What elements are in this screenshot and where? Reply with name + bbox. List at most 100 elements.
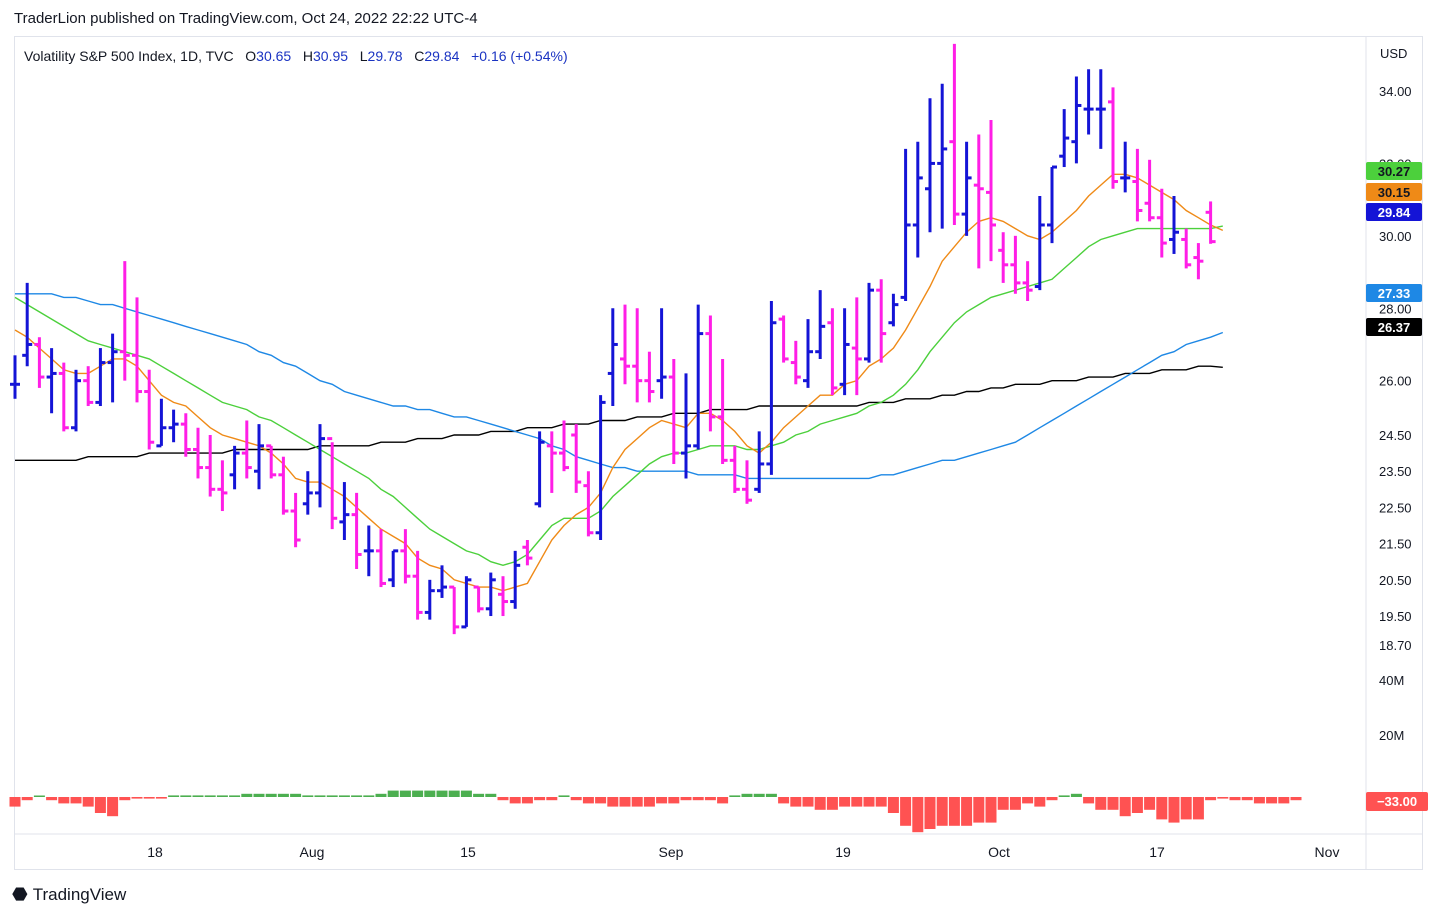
ohlc-bar — [71, 369, 81, 432]
histogram-bar — [46, 797, 58, 801]
ohlc-bar — [1022, 261, 1033, 302]
histogram-tag-label: −33.00 — [1377, 794, 1417, 809]
histogram-bar — [460, 790, 472, 797]
ohlc-bar — [607, 308, 618, 407]
histogram-bar — [887, 797, 899, 813]
histogram-bar — [839, 797, 851, 807]
histogram-bar — [948, 797, 960, 826]
histogram-bar — [82, 797, 94, 807]
histogram-bar — [753, 793, 765, 797]
ohlc-bar — [742, 460, 752, 504]
ohlc-bar — [205, 434, 216, 497]
histogram-bar — [851, 797, 863, 807]
histogram-bar — [448, 790, 460, 797]
histogram-bar — [1266, 797, 1278, 804]
histogram-bar — [1156, 797, 1168, 820]
legend-close-value: 29.84 — [424, 48, 460, 64]
histogram-bar — [94, 797, 106, 813]
histogram-bar — [1034, 797, 1046, 807]
histogram-bar — [21, 797, 33, 801]
time-tick-label: 17 — [1149, 844, 1165, 860]
ohlc-bar — [705, 315, 716, 432]
legend-open-key: O — [245, 48, 257, 64]
ohlc-bar — [119, 261, 130, 381]
histogram-bar — [1180, 797, 1192, 820]
histogram-bar — [936, 797, 948, 826]
ohlc-bar — [693, 304, 704, 450]
price-tag-label: 27.33 — [1378, 286, 1411, 301]
histogram-bar — [351, 795, 363, 797]
histogram-bar — [985, 797, 997, 823]
histogram-bar — [900, 797, 912, 826]
sma50-line — [15, 293, 1224, 480]
histogram-bar — [704, 797, 716, 801]
ohlc-bar — [10, 355, 20, 399]
histogram-bar — [790, 797, 802, 807]
ohlc-bar — [351, 492, 362, 569]
histogram-tag — [1366, 792, 1428, 811]
ohlc-bar — [376, 529, 386, 588]
histogram-bar — [814, 797, 826, 810]
ohlc-bar — [1169, 196, 1179, 254]
histogram-bar — [643, 797, 655, 807]
histogram-bar — [1095, 797, 1107, 810]
publisher-header: TraderLion published on TradingView.com,… — [14, 10, 478, 27]
ohlc-bar — [632, 308, 643, 403]
ohlc-bar — [388, 549, 399, 588]
histogram-bar — [412, 790, 424, 797]
price-tick-label: 28.00 — [1379, 301, 1412, 316]
histogram-bar — [924, 797, 936, 829]
histogram-bar — [582, 797, 594, 804]
ohlc-bar — [424, 579, 435, 620]
legend: Volatility S&P 500 Index, 1D, TVC O30.65… — [24, 48, 568, 64]
histogram-bar — [1009, 797, 1021, 810]
chart-frame[interactable] — [14, 36, 1423, 870]
histogram-bar — [741, 793, 753, 797]
histogram-bar — [1046, 797, 1058, 801]
ohlc-bar — [1010, 235, 1021, 294]
histogram-bar — [668, 797, 680, 804]
ohlc-bar — [620, 304, 630, 385]
histogram-bar — [33, 795, 45, 797]
ohlc-bar — [937, 83, 948, 229]
ohlc-bar — [912, 141, 923, 258]
histogram-bar — [58, 797, 70, 804]
histogram-bar — [619, 797, 631, 807]
histogram-bar — [961, 797, 973, 826]
ohlc-bar — [644, 351, 655, 403]
ohlc-bar — [180, 413, 191, 457]
ohlc-bar — [290, 492, 301, 548]
legend-high-key: H — [302, 48, 314, 64]
ohlc-bar — [998, 232, 1009, 283]
volume-tick-label: 20M — [1379, 728, 1404, 743]
price-tick-label: 26.00 — [1379, 374, 1412, 389]
footer-brand[interactable]: ⬣ TradingView — [12, 884, 126, 905]
ohlc-bar — [571, 424, 582, 493]
histogram-bar — [1119, 797, 1131, 817]
histogram-bar — [1253, 797, 1265, 804]
time-tick-label: 19 — [835, 844, 851, 860]
histogram-bar — [1144, 797, 1156, 810]
histogram-bar — [534, 797, 546, 801]
legend-open-value: 30.65 — [256, 48, 292, 64]
price-tick-label: 23.50 — [1379, 464, 1412, 479]
histogram-bar — [973, 797, 985, 823]
ema21-line — [14, 225, 1223, 567]
ohlc-bar — [888, 293, 899, 327]
histogram-bar — [1229, 797, 1241, 801]
histogram-bar — [1278, 797, 1290, 804]
ohlc-bar — [449, 585, 460, 635]
histogram-bar — [1168, 797, 1180, 823]
ohlc-bar — [961, 141, 972, 236]
ohlc-bar — [827, 308, 838, 396]
ohlc-bar — [1205, 201, 1216, 244]
ohlc-bar — [83, 366, 94, 407]
ohlc-bar — [1181, 228, 1192, 269]
ohlc-bar — [473, 585, 484, 613]
histogram-bar — [473, 793, 485, 797]
histogram-bar — [778, 797, 790, 804]
ohlc-bar — [485, 572, 496, 617]
ohlc-bar — [656, 308, 667, 399]
time-tick-label: 15 — [460, 844, 476, 860]
